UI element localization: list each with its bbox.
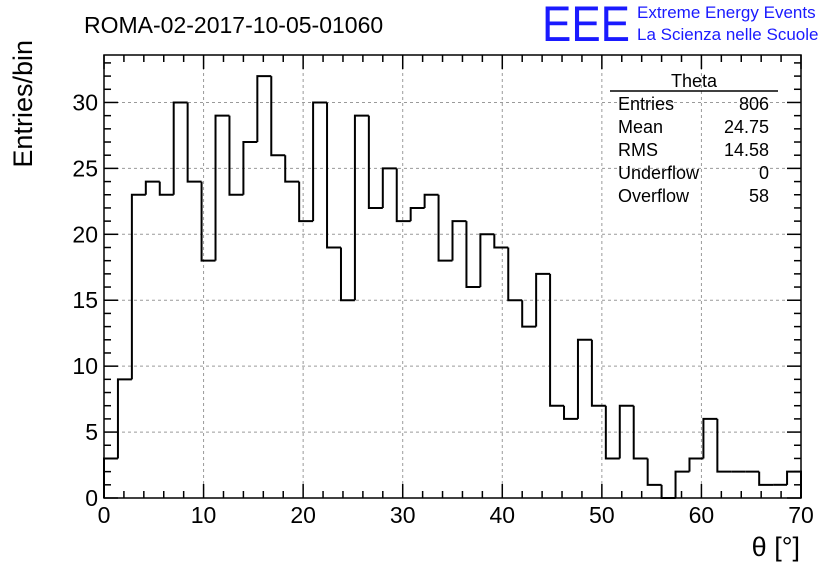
eee-logo-mark: EEE bbox=[542, 0, 630, 52]
histogram-bin bbox=[493, 234, 509, 249]
grid-lines bbox=[104, 55, 801, 498]
histogram-bin bbox=[507, 247, 523, 302]
x-tick-label: 50 bbox=[589, 502, 615, 528]
histogram-bin bbox=[186, 102, 202, 183]
y-tick-label: 15 bbox=[72, 287, 98, 313]
stats-label-overflow: Overflow bbox=[618, 186, 690, 206]
histogram-bin bbox=[549, 273, 565, 407]
histogram-bin bbox=[590, 339, 606, 407]
histogram-bin bbox=[312, 101, 328, 222]
x-tick-label: 10 bbox=[191, 502, 217, 528]
histogram-bin bbox=[688, 457, 704, 472]
chart-title: ROMA-02-2017-10-05-01060 bbox=[84, 12, 383, 38]
histogram-bin bbox=[758, 471, 774, 486]
stats-value-underflow: 0 bbox=[759, 163, 769, 183]
y-tick-label: 25 bbox=[72, 155, 98, 181]
stats-value-mean: 24.75 bbox=[724, 117, 769, 137]
histogram-bin bbox=[214, 114, 230, 261]
histogram-bin bbox=[256, 75, 272, 143]
stats-value-entries: 806 bbox=[739, 94, 769, 114]
histogram-bin bbox=[409, 206, 425, 222]
eee-logo-line1: Extreme Energy Events bbox=[637, 3, 816, 22]
histogram-bin bbox=[242, 141, 258, 195]
histogram-bin bbox=[465, 221, 481, 289]
x-tick-label: 70 bbox=[788, 502, 814, 528]
y-tick-label: 5 bbox=[85, 419, 98, 445]
y-tick-label: 0 bbox=[85, 485, 98, 511]
histogram-bin bbox=[395, 168, 411, 223]
x-tick-label: 30 bbox=[390, 502, 416, 528]
histogram-bin bbox=[339, 247, 355, 302]
histogram-bin bbox=[702, 417, 718, 459]
axes: 0 10 20 30 40 50 60 70 0 5 10 15 20 25 30 bbox=[72, 54, 814, 528]
histogram-bin bbox=[144, 180, 160, 195]
y-tick-label: 10 bbox=[72, 353, 98, 379]
eee-logo-line2: La Scienza nelle Scuole bbox=[637, 25, 818, 44]
histogram-bin bbox=[535, 272, 551, 327]
histogram-bin bbox=[353, 114, 369, 301]
histogram-bin bbox=[646, 458, 662, 486]
stats-label-underflow: Underflow bbox=[618, 163, 700, 183]
histogram-bin bbox=[326, 102, 341, 249]
histogram-bin bbox=[604, 405, 620, 460]
histogram-bin bbox=[576, 338, 592, 419]
x-axis-title: θ [°] bbox=[752, 532, 800, 562]
histogram-bin bbox=[367, 115, 383, 209]
stats-label-entries: Entries bbox=[618, 94, 674, 114]
x-tick-label: 60 bbox=[689, 502, 715, 528]
x-tick-label: 40 bbox=[489, 502, 515, 528]
histogram-bin bbox=[716, 418, 732, 473]
x-tick-label: 0 bbox=[98, 502, 111, 528]
histogram-bars bbox=[103, 75, 802, 499]
histogram-bin bbox=[284, 155, 300, 183]
histogram-bin bbox=[298, 181, 314, 223]
histogram-bin bbox=[228, 115, 244, 196]
stats-label-mean: Mean bbox=[618, 117, 663, 137]
histogram-bin bbox=[200, 181, 216, 262]
stats-value-rms: 14.58 bbox=[724, 140, 769, 160]
histogram-bin bbox=[451, 220, 467, 261]
histogram-bin bbox=[632, 405, 648, 460]
histogram-bin bbox=[158, 181, 174, 196]
histogram-bin bbox=[381, 167, 397, 208]
histogram-bin bbox=[172, 101, 188, 195]
stats-value-overflow: 58 bbox=[749, 186, 769, 206]
plot-frame bbox=[103, 54, 802, 499]
histogram-bin bbox=[270, 76, 286, 157]
histogram-bin bbox=[618, 404, 634, 459]
histogram-bin bbox=[521, 300, 537, 328]
x-tick-label: 20 bbox=[290, 502, 316, 528]
histogram-bin bbox=[479, 233, 495, 288]
stats-label-rms: RMS bbox=[618, 140, 658, 160]
histogram-bin bbox=[130, 193, 146, 380]
stats-title: Theta bbox=[671, 71, 718, 91]
eee-logo: EEE Extreme Energy Events La Scienza nel… bbox=[542, 0, 818, 52]
histogram-bin bbox=[423, 193, 439, 208]
stats-box: Theta Entries 806 Mean 24.75 RMS 14.58 U… bbox=[610, 71, 778, 206]
histogram-bin bbox=[563, 405, 578, 420]
histogram-bin bbox=[437, 194, 453, 262]
histogram-bin bbox=[674, 470, 690, 498]
y-axis-title: Entries/bin bbox=[8, 40, 38, 168]
y-tick-label: 20 bbox=[72, 221, 98, 247]
y-tick-label: 30 bbox=[72, 89, 98, 115]
